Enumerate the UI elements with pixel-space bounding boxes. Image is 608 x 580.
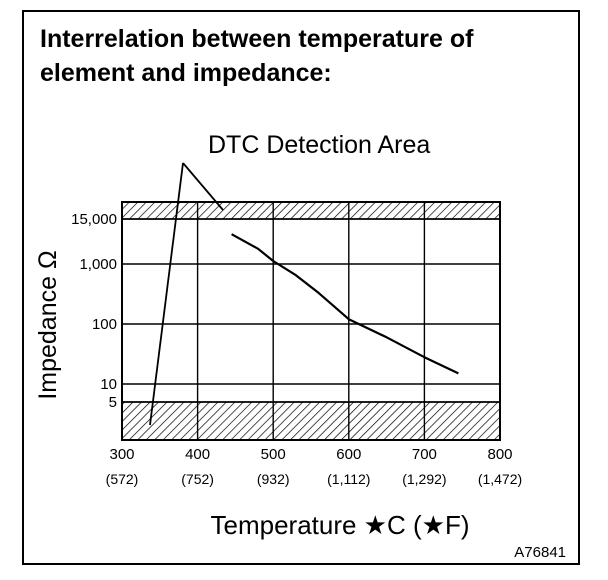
y-tick-label: 1,000 (79, 256, 117, 273)
callout-label: DTC Detection Area (208, 131, 430, 159)
x-tick-label: 500 (261, 446, 286, 463)
y-tick-label: 100 (92, 316, 117, 333)
x-tick-sublabel: (572) (106, 471, 139, 487)
x-tick-sublabel: (752) (181, 471, 214, 487)
y-tick-label: 5 (109, 394, 117, 411)
x-tick-sublabel: (932) (257, 471, 290, 487)
y-axis-label: Impedance Ω (34, 250, 62, 399)
y-tick-label: 10 (100, 376, 117, 393)
figure-frame (22, 10, 580, 565)
x-tick-label: 300 (109, 446, 134, 463)
chart-title-line1: Interrelation between temperature of (40, 25, 474, 53)
chart-title: Interrelation between temperature of ele… (40, 22, 560, 90)
impedance-curve (231, 233, 459, 375)
detection-area-low (121, 401, 501, 441)
detection-area-high (121, 201, 501, 220)
x-tick-sublabel: (1,472) (478, 471, 522, 487)
chart-title-line2: element and impedance: (40, 59, 332, 87)
callout-pointer-high (182, 162, 224, 211)
x-tick-sublabel: (1,112) (327, 471, 370, 487)
figure-id: A76841 (514, 544, 566, 561)
x-tick-label: 600 (336, 446, 361, 463)
x-tick-label: 800 (487, 446, 512, 463)
x-tick-label: 400 (185, 446, 210, 463)
x-tick-sublabel: (1,292) (402, 471, 446, 487)
plot-border (121, 201, 501, 441)
x-axis-label: Temperature ★C (★F) (211, 510, 470, 540)
x-tick-label: 700 (412, 446, 437, 463)
callout-pointer-low (149, 162, 184, 426)
y-tick-label: 15,000 (71, 211, 117, 228)
